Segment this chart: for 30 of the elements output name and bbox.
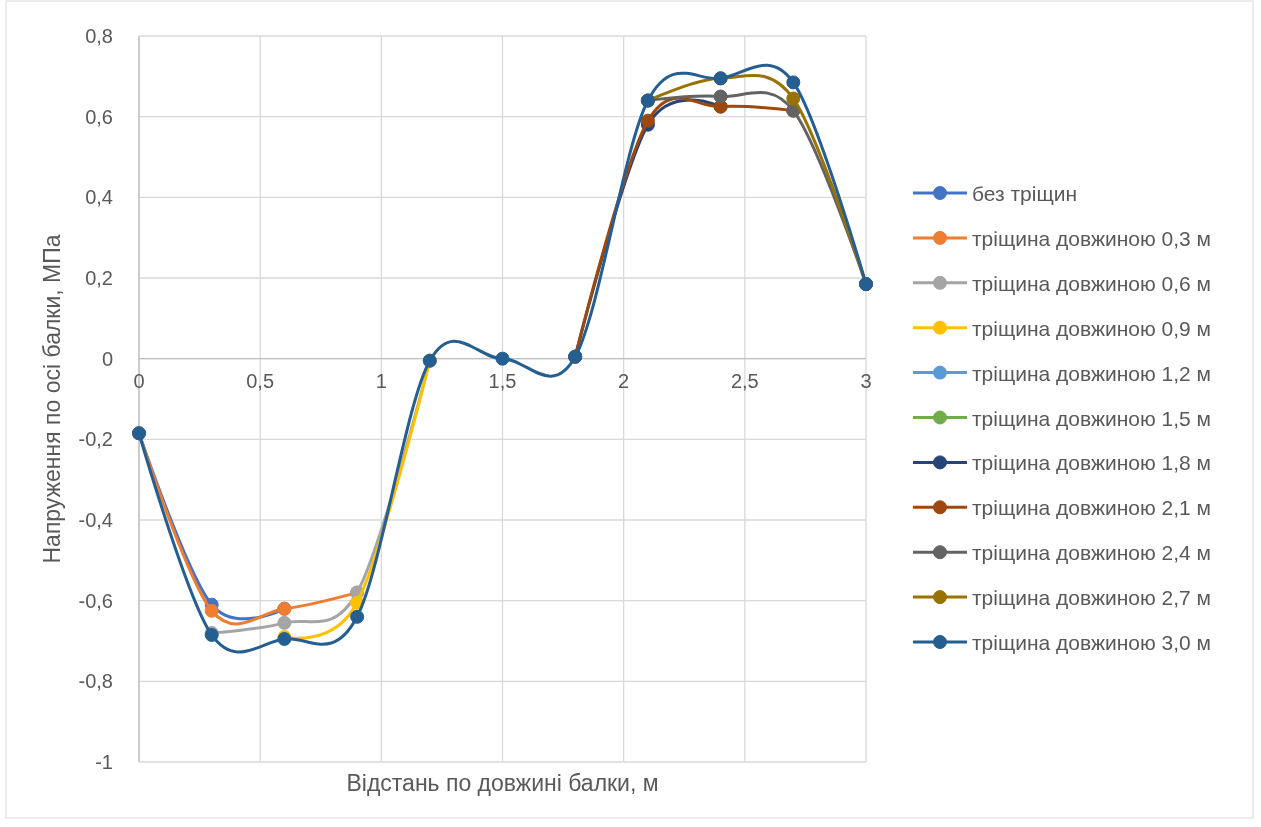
y-tick-label: 0,8 — [85, 25, 113, 47]
y-tick-label: -1 — [95, 751, 113, 773]
legend-label: тріщина довжиною 2,7 м — [972, 585, 1212, 609]
y-axis-title: Напруження по осі балки, МПа — [39, 234, 65, 564]
legend-label: тріщина довжиною 0,9 м — [972, 316, 1212, 340]
x-tick-label: 0,5 — [246, 369, 275, 392]
legend-label: тріщина довжиною 1,5 м — [972, 406, 1212, 429]
legend-label: тріщина довжиною 1,2 м — [972, 361, 1212, 385]
x-tick-label: 2,5 — [730, 369, 759, 392]
y-tick-label: 0 — [101, 347, 113, 370]
x-tick-label: 3 — [860, 369, 872, 392]
y-tick-label: 0,4 — [85, 186, 113, 209]
legend-label: тріщина довжиною 2,1 м — [972, 495, 1212, 519]
legend-label: тріщина довжиною 2,4 м — [972, 540, 1212, 564]
x-tick-label: 2 — [618, 369, 630, 392]
y-tick-label: -0,8 — [78, 670, 113, 693]
y-tick-label: -0,2 — [78, 428, 113, 451]
legend-label: тріщина довжиною 0,3 м — [972, 226, 1212, 250]
legend-label: без тріщин — [972, 181, 1078, 205]
x-tick-label: 1 — [375, 369, 387, 392]
y-tick-label: -0,6 — [78, 589, 113, 612]
y-tick-label: 0,2 — [85, 267, 113, 289]
legend-label: тріщина довжиною 0,6 м — [972, 271, 1212, 295]
y-tick-label: 0,6 — [85, 105, 113, 128]
legend-label: тріщина довжиною 3,0 м — [972, 630, 1212, 654]
y-tick-label: -0,4 — [78, 509, 113, 531]
legend-label: тріщина довжиною 1,8 м — [972, 450, 1212, 474]
x-tick-label: 1,5 — [488, 369, 517, 392]
x-tick-label: 0 — [133, 369, 145, 392]
x-axis-title: Відстань по довжині балки, м — [346, 770, 659, 796]
